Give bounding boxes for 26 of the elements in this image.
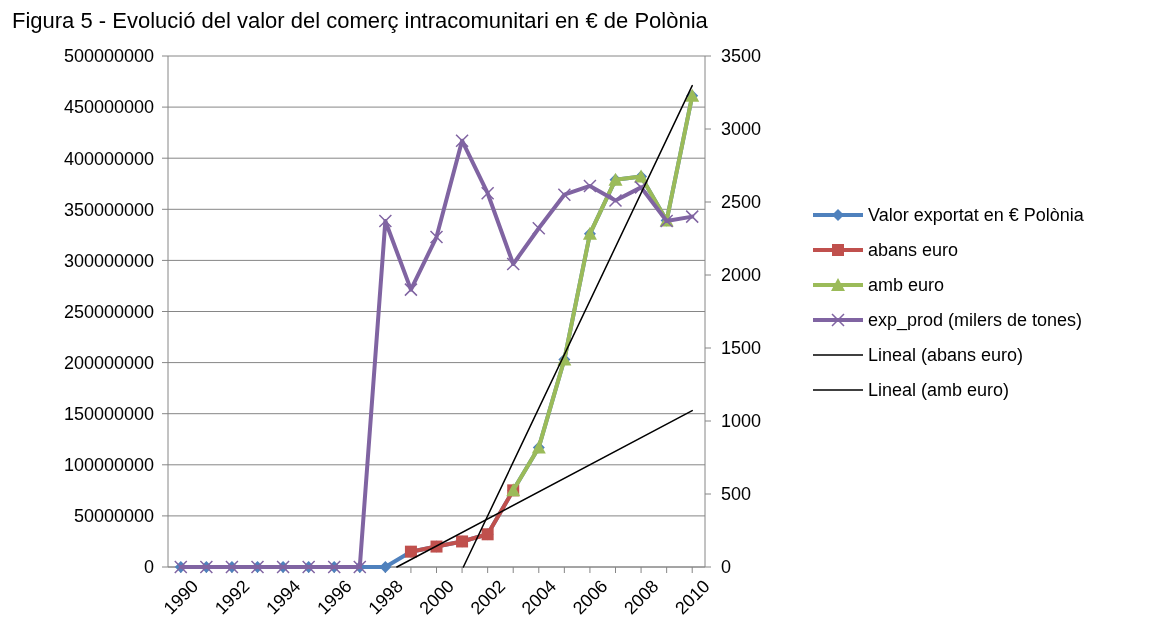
y2-tick-label: 500 [721,484,752,505]
y-tick-label: 100000000 [63,455,154,476]
y-tick-label: 50000000 [73,506,154,527]
y-tick-label: 350000000 [63,199,154,220]
y-tick-label: 400000000 [63,148,154,169]
y-tick-label: 500000000 [63,46,154,67]
chart-title: Figura 5 - Evolució del valor del comerç intracomunitari en € de Polònia [12,8,709,33]
y-tick-label: 200000000 [63,352,154,373]
y-tick-label: 0 [143,557,154,578]
y2-tick-label: 3000 [721,119,762,140]
legend-label: amb euro [868,275,945,296]
y-tick-label: 150000000 [63,404,154,424]
y2-tick-label: 1000 [721,411,762,432]
y2-tick-label: 0 [721,557,732,578]
y2-tick-label: 2500 [721,192,762,213]
legend-label: abans euro [868,240,959,261]
legend-label: exp_prod (milers de tones) [868,310,1083,332]
y2-tick-label: 1500 [721,338,762,359]
legend-label: Lineal (amb euro) [868,380,1010,401]
y2-tick-label: 3500 [721,46,762,67]
y2-tick-label: 2000 [721,265,762,286]
y-tick-label: 450000000 [63,97,154,118]
y-tick-label: 300000000 [63,250,154,271]
y-tick-label: 250000000 [63,301,154,322]
legend-label: Valor exportat en € Polònia [868,205,1085,226]
legend-label: Lineal (abans euro) [868,345,1024,366]
